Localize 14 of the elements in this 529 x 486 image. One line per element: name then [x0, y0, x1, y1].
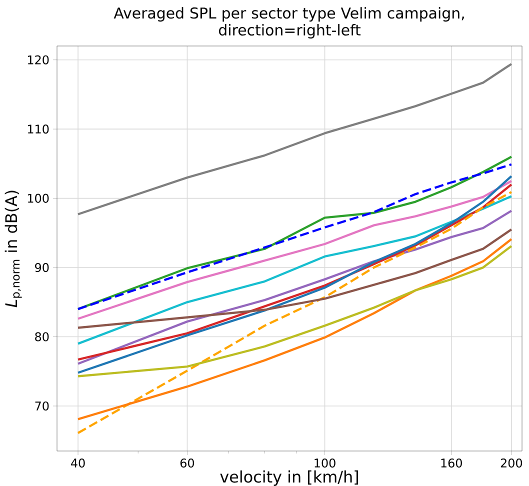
y-tick-label: 90: [35, 263, 49, 272]
y-tick-label: 70: [35, 401, 49, 411]
chart-title: Averaged SPL per sector type Velim campaign, direction=right-left: [114, 7, 464, 38]
y-axis-title: L$_{p,norm}$ in dB(A): [4, 190, 22, 308]
x-tick-label: 60: [180, 458, 194, 468]
x-tick-label: 40: [70, 458, 85, 468]
y-tick-label: 100: [28, 194, 49, 203]
x-tick-label: 200: [500, 458, 522, 468]
x-axis-title: velocity in [km/h]: [220, 470, 358, 486]
y-tick-label: 120: [28, 55, 49, 64]
x-tick-label: 160: [441, 458, 462, 468]
y-tick-label: 110: [28, 124, 49, 134]
x-tick-label: 100: [314, 458, 336, 468]
y-tick-label: 80: [35, 332, 49, 342]
